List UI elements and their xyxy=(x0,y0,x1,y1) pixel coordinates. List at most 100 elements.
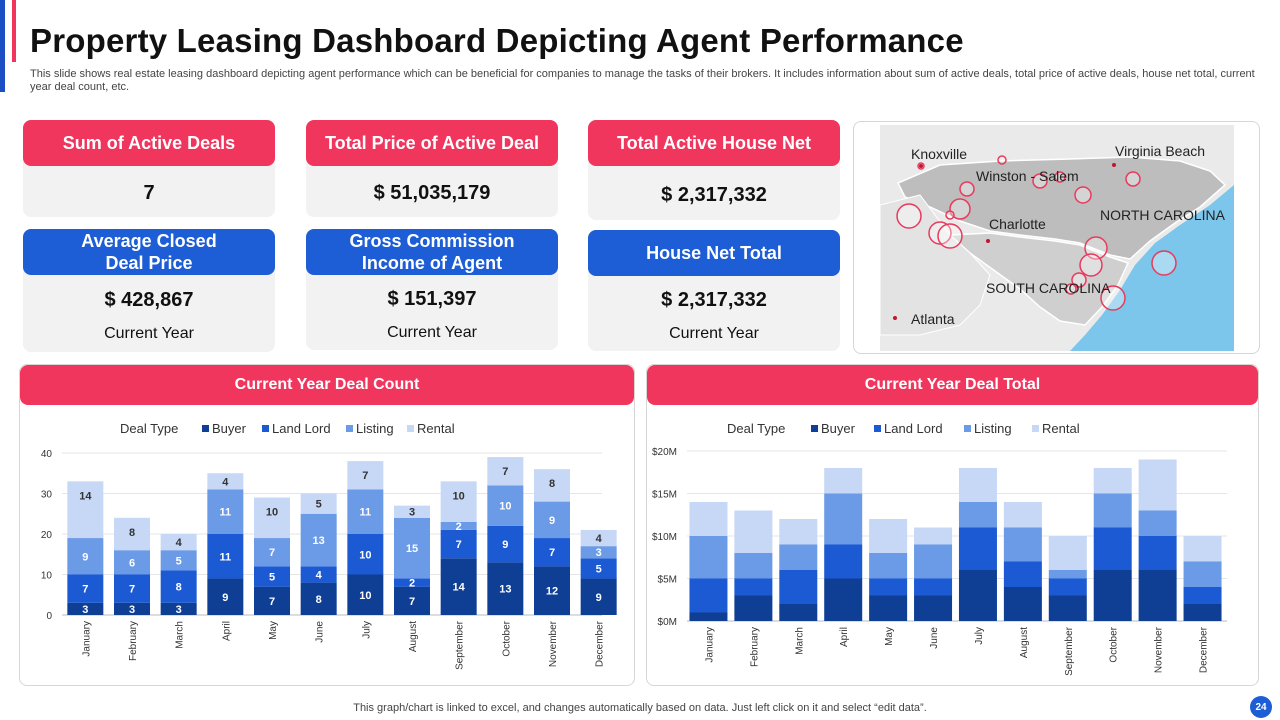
kpi-house-net-total-value: $ 2,317,332 xyxy=(661,289,767,311)
bar-segment-buyer xyxy=(869,595,908,621)
bar-segment-listing xyxy=(300,513,337,567)
bar-segment-rental xyxy=(958,468,997,502)
bar-segment-landlord xyxy=(1048,578,1087,596)
bar-segment-rental xyxy=(67,481,104,539)
x-tick-label: February xyxy=(749,627,760,667)
bar-segment-rental xyxy=(734,510,773,553)
data-label: 7 xyxy=(129,584,135,596)
map-marker[interactable] xyxy=(949,198,971,220)
x-tick-label: September xyxy=(455,620,466,670)
data-label: 4 xyxy=(176,537,183,549)
map-marker[interactable] xyxy=(1071,272,1087,288)
map-label-south-carolina: SOUTH CAROLINA xyxy=(986,280,1111,296)
map-marker[interactable] xyxy=(1079,253,1103,277)
bar-segment-buyer xyxy=(300,582,337,615)
bar-segment-listing xyxy=(254,538,290,567)
data-label: 14 xyxy=(453,582,466,594)
bar-segment-rental xyxy=(160,534,197,551)
kpi-house-net-total: House Net Total $ 2,317,332 Current Year xyxy=(588,230,840,351)
map-marker[interactable] xyxy=(928,221,952,245)
bar-segment-landlord xyxy=(958,527,997,570)
data-label: 4 xyxy=(316,570,323,582)
bar-segment-landlord xyxy=(1138,536,1177,570)
x-tick-label: October xyxy=(501,620,512,656)
deal-count-title: Current Year Deal Count xyxy=(20,365,634,405)
data-label: 3 xyxy=(596,547,602,559)
data-label: 8 xyxy=(176,582,182,594)
bar-segment-landlord xyxy=(734,578,773,596)
map-marker[interactable] xyxy=(997,155,1007,165)
legend-item-rental: Rental xyxy=(1042,421,1080,436)
x-tick-label: March xyxy=(175,621,186,649)
legend-swatch-listing xyxy=(346,425,353,432)
x-tick-label: June xyxy=(315,621,326,643)
x-tick-label: July xyxy=(361,621,372,639)
map-marker[interactable] xyxy=(945,210,955,220)
data-label: 6 xyxy=(129,557,135,569)
bar-segment-listing xyxy=(689,536,728,579)
data-label: 7 xyxy=(502,466,508,478)
data-label: 14 xyxy=(79,490,92,502)
bar-segment-rental xyxy=(580,529,617,547)
legend-item-listing: Listing xyxy=(356,421,394,436)
map-label-winston-salem: Winston - Salem xyxy=(976,168,1079,184)
data-label: 9 xyxy=(82,551,88,563)
map-marker[interactable] xyxy=(1074,186,1092,204)
kpi-active-deals: Sum of Active Deals 7 xyxy=(23,120,275,217)
bar-segment-rental xyxy=(114,517,150,551)
bar-segment-buyer xyxy=(1003,587,1042,621)
bar-segment-landlord xyxy=(440,529,477,559)
map-marker[interactable] xyxy=(1065,283,1077,295)
map-marker[interactable] xyxy=(1151,250,1177,276)
bar-segment-listing xyxy=(67,538,104,575)
bar-segment-rental xyxy=(487,457,524,486)
data-label: 5 xyxy=(176,555,182,567)
map-marker[interactable] xyxy=(959,181,975,197)
bar-segment-buyer xyxy=(347,574,384,615)
bar-segment-buyer xyxy=(580,578,617,615)
legend-item-listing: Listing xyxy=(974,421,1012,436)
bar-segment-listing xyxy=(1093,493,1132,528)
bar-segment-buyer xyxy=(440,558,477,615)
x-tick-label: August xyxy=(1019,627,1030,658)
data-label: 9 xyxy=(222,592,228,604)
bar-segment-buyer xyxy=(1138,570,1177,621)
data-label: 11 xyxy=(220,551,232,563)
y-tick-label: $10M xyxy=(652,532,677,543)
map-marker[interactable] xyxy=(1032,173,1048,189)
x-tick-label: December xyxy=(1199,626,1210,673)
bar-segment-landlord xyxy=(580,558,617,579)
deal-total-panel: Current Year Deal Total $0M $5M $10M $15M $2… xyxy=(646,364,1259,686)
bar-segment-landlord xyxy=(394,578,430,587)
bar-segment-listing xyxy=(207,489,244,534)
kpi-gci-label: Gross Commission Income of Agent xyxy=(306,229,558,275)
y-tick-label: $15M xyxy=(652,490,677,501)
bar-segment-buyer xyxy=(1048,595,1087,621)
bar-segment-listing xyxy=(114,550,150,575)
map-marker[interactable] xyxy=(1100,285,1126,311)
bar-segment-listing xyxy=(1048,570,1087,579)
data-label: 5 xyxy=(269,572,275,584)
data-label: 3 xyxy=(409,507,415,519)
data-label: 8 xyxy=(129,527,135,539)
map-marker[interactable] xyxy=(1125,171,1141,187)
map-marker[interactable] xyxy=(937,223,963,249)
map-marker[interactable] xyxy=(1054,171,1066,183)
bar-segment-landlord xyxy=(779,570,818,604)
bar-segment-rental xyxy=(1093,468,1132,494)
map-marker[interactable] xyxy=(896,203,922,229)
bar-segment-buyer xyxy=(824,578,863,621)
legend-item-buyer: Buyer xyxy=(212,421,247,436)
y-tick-label: $20M xyxy=(652,447,677,458)
page-title: Property Leasing Dashboard Depicting Age… xyxy=(30,22,964,59)
bar-segment-landlord xyxy=(869,578,908,596)
kpi-house-net-value: $ 2,317,332 xyxy=(661,184,767,206)
bar-segment-listing xyxy=(1003,527,1042,562)
map-panel: Knoxville Virginia Beach Winston - Salem… xyxy=(853,121,1260,354)
legend-swatch-landlord xyxy=(262,425,269,432)
bar-segment-listing xyxy=(734,553,773,579)
bar-segment-rental xyxy=(824,468,863,494)
bar-segment-buyer xyxy=(394,586,430,615)
bar-segment-rental xyxy=(347,461,384,490)
map-georgia xyxy=(880,194,991,336)
